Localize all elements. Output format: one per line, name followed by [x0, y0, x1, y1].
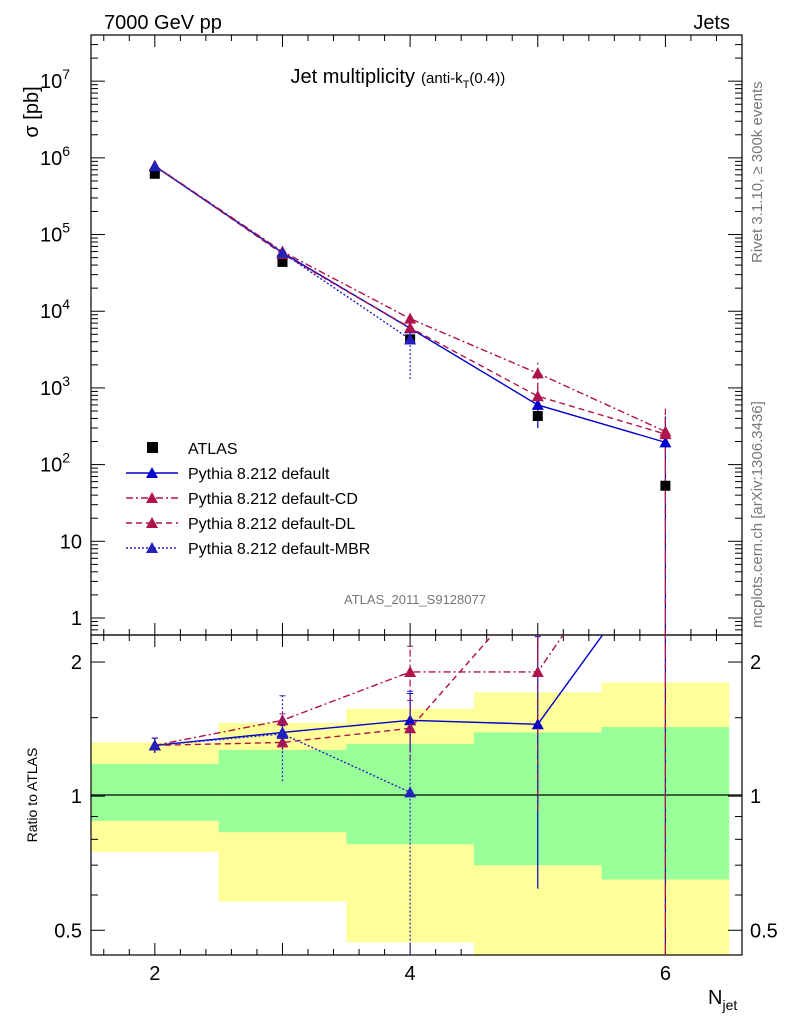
rivet-label: Rivet 3.1.10, ≥ 300k events — [749, 81, 766, 263]
y-tick-base: 10 — [40, 301, 62, 323]
y-tick-label: 103 — [40, 373, 70, 400]
series-point-3 — [404, 333, 417, 345]
series-point-0 — [531, 398, 544, 410]
legend: ATLAS Pythia 8.212 default Pythia 8.212 de… — [126, 441, 370, 558]
data-point — [277, 256, 288, 267]
ratio-y-tick-label: 1 — [71, 786, 82, 808]
stat-band-1 — [218, 749, 347, 833]
ratio-point-3 — [276, 727, 289, 739]
x-tick-label: 4 — [405, 963, 416, 985]
x-axis-label-sub: jet — [721, 997, 737, 1013]
ratio-y-tick-label-right: 2 — [750, 652, 761, 674]
series-line-1 — [154, 165, 666, 433]
series-point-2 — [659, 428, 672, 440]
title-sub-sub: T — [463, 79, 470, 91]
stat-band-0 — [91, 764, 219, 821]
y-tick-base: 10 — [40, 378, 62, 400]
legend-label-3: Pythia 8.212 default-MBR — [188, 541, 370, 558]
mcplots-label: mcplots.cern.ch [arXiv:1306.3436] — [749, 401, 766, 628]
ratio-y-axis-label: Ratio to ATLAS — [24, 748, 40, 843]
y-tick-base: 10 — [40, 225, 62, 247]
data-point — [149, 168, 160, 179]
y-tick-label: 1 — [71, 608, 82, 630]
legend-label-data: ATLAS — [188, 441, 238, 458]
series-point-0 — [659, 436, 672, 448]
title-sub-open: (anti-k — [421, 70, 463, 87]
legend-marker-0 — [146, 467, 158, 478]
ratio-line-2 — [154, 635, 494, 747]
data-point — [660, 480, 671, 491]
legend-marker-1 — [146, 492, 158, 503]
x-axis-label: Njet — [708, 987, 737, 1013]
legend-label-1: Pythia 8.212 default-CD — [188, 491, 358, 508]
y-tick-exp: 7 — [62, 66, 70, 82]
y-tick-exp: 2 — [62, 450, 70, 466]
series-point-2 — [404, 321, 417, 333]
ratio-point-2 — [276, 736, 289, 748]
y-tick-label: 104 — [40, 296, 70, 323]
x-axis-label-main: N — [708, 987, 722, 1009]
chart-title-sub: (anti-kT(0.4)) — [421, 70, 505, 91]
legend-marker-2 — [146, 517, 158, 528]
y-tick-exp: 3 — [62, 373, 70, 389]
y-tick-label: 102 — [40, 450, 70, 477]
title-sub-close: (0.4)) — [469, 70, 505, 87]
ratio-y-tick-label: 0.5 — [54, 920, 82, 942]
header-right: Jets — [693, 12, 730, 34]
y-tick-base: 10 — [40, 71, 62, 93]
series-line-2 — [154, 165, 666, 435]
legend-label-2: Pythia 8.212 default-DL — [188, 516, 355, 533]
y-tick-label: 106 — [40, 143, 70, 170]
series-point-2 — [531, 390, 544, 402]
chart-title: Jet multiplicity — [291, 66, 415, 88]
analysis-id: ATLAS_2011_S9128077 — [344, 592, 486, 607]
series-point-1 — [404, 312, 417, 324]
ratio-point-1 — [404, 665, 417, 677]
y-tick-base: 10 — [40, 148, 62, 170]
ratio-panel: 0.5 0.5 1 1 2 2 2 4 6 Ratio to ATLAS Njet — [24, 634, 778, 1013]
legend-label-0: Pythia 8.212 default — [188, 466, 330, 483]
y-tick-label: 10 — [60, 531, 82, 553]
ratio-point-3 — [404, 786, 417, 798]
series-point-1 — [531, 367, 544, 379]
legend-marker-3 — [146, 542, 158, 553]
y-tick-base: 10 — [40, 455, 62, 477]
y-tick-label: 107 — [40, 66, 70, 93]
ratio-y-tick-label-right: 1 — [750, 786, 761, 808]
data-point — [532, 411, 543, 422]
series-point-3 — [148, 160, 161, 172]
x-tick-label: 2 — [149, 963, 160, 985]
ratio-y-tick-label-right: 0.5 — [750, 920, 778, 942]
ratio-point-3 — [148, 739, 161, 751]
legend-marker-data — [147, 442, 158, 453]
ratio-point-1 — [531, 665, 544, 677]
header-left: 7000 GeV pp — [104, 12, 222, 34]
series-line-3 — [154, 165, 411, 340]
y-tick-exp: 6 — [62, 143, 70, 159]
y-axis-label: σ [pb] — [21, 86, 43, 137]
ratio-y-tick-label: 2 — [71, 652, 82, 674]
y-tick-exp: 5 — [62, 220, 70, 236]
x-tick-label: 6 — [660, 963, 671, 985]
ratio-series-group — [148, 635, 667, 955]
y-tick-exp: 4 — [62, 296, 70, 312]
y-tick-label: 105 — [40, 220, 70, 247]
series-point-3 — [276, 246, 289, 258]
series-line-0 — [154, 165, 666, 444]
